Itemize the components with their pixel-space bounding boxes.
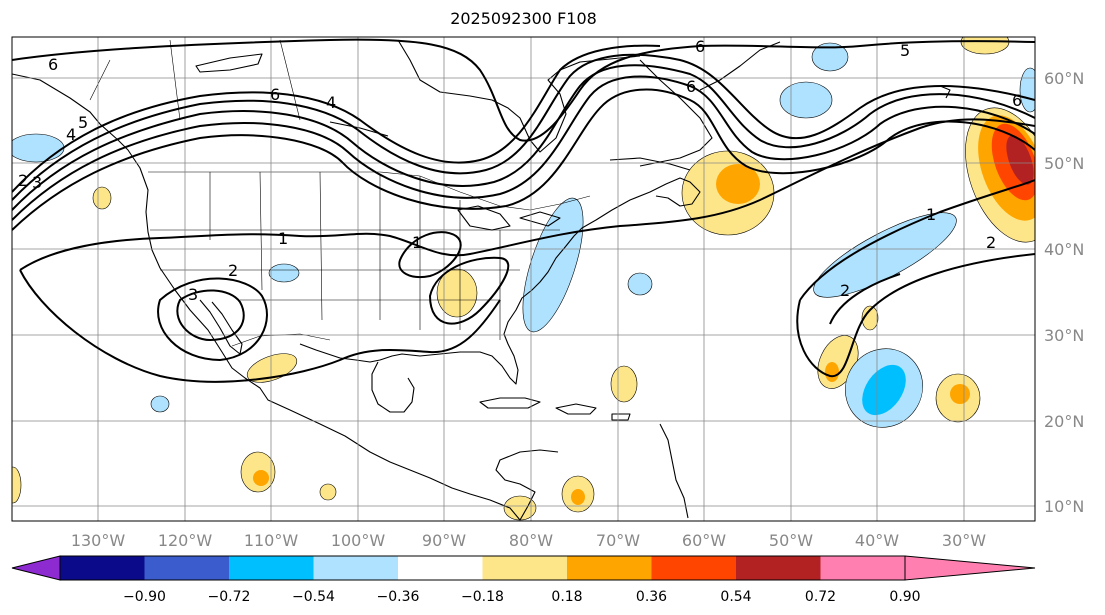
contour-label: 2	[228, 261, 238, 280]
contour-label: 3	[32, 173, 42, 192]
shade-patch-pos	[610, 365, 638, 403]
shade-patch-neg	[811, 42, 849, 72]
colorbar-tick-label: 0.90	[889, 589, 920, 605]
shade-patch-pos	[12, 466, 22, 504]
contour-label: 2	[986, 233, 996, 252]
colorbar-min-arrow	[11, 555, 61, 581]
shade-patch-pos	[436, 268, 478, 318]
shade-patch-neg	[813, 212, 957, 298]
contour-label: 6	[695, 37, 705, 56]
colorbar-tick-label: −0.90	[123, 589, 166, 605]
lat-label: 60°N	[1044, 69, 1084, 88]
lon-label: 60°W	[682, 531, 726, 550]
lon-label: 50°W	[769, 531, 813, 550]
colorbar-segment	[229, 556, 314, 580]
shade-patch-pos	[92, 186, 112, 210]
colorbar-segment	[651, 556, 736, 580]
lon-label: 80°W	[509, 531, 553, 550]
lon-label: 90°W	[422, 531, 466, 550]
shade-patch-pos	[571, 489, 585, 505]
shade-patch-neg	[627, 272, 653, 296]
colorbar-tick-label: 0.18	[551, 589, 582, 605]
shade-patch-neg	[12, 133, 65, 163]
shade-patch-pos	[1006, 135, 1034, 185]
colorbar-segment	[736, 556, 821, 580]
shade-patch-pos	[319, 483, 337, 501]
contour-label: 6	[1012, 91, 1022, 110]
lat-label: 40°N	[1044, 240, 1084, 259]
contour-label: 5	[78, 113, 88, 132]
colorbar-tick-label: 0.72	[805, 589, 836, 605]
shade-patch-neg	[150, 395, 170, 413]
colorbar-tick-label: −0.72	[208, 589, 251, 605]
colorbar-segment	[398, 556, 483, 580]
contour-label: 4	[326, 93, 336, 112]
colorbar-segment	[60, 556, 145, 580]
colorbar-segment	[567, 556, 652, 580]
lon-label: 120°W	[158, 531, 213, 550]
lat-label: 30°N	[1044, 326, 1084, 345]
shade-patch-neg	[268, 263, 300, 283]
lat-label: 10°N	[1044, 497, 1084, 516]
contour-label: 6	[48, 55, 58, 74]
lon-label: 40°W	[855, 531, 899, 550]
shade-patch-neg	[862, 364, 906, 416]
shade-patch-pos	[253, 470, 269, 486]
contour-label-group: 6 6 6 6 5 6 1 2 2 3 1 1 2 2 3 4 5 4	[18, 37, 1022, 304]
colorbar-frame	[59, 555, 906, 581]
shade-patch-pos	[861, 305, 879, 331]
contour-lines	[12, 38, 1035, 383]
shade-patch-neg	[1019, 67, 1035, 113]
shade-patch-pos	[716, 164, 760, 204]
lon-label: 110°W	[244, 531, 299, 550]
contour-label: 6	[270, 85, 280, 104]
lon-label: 30°W	[942, 531, 986, 550]
colorbar-segment	[313, 556, 398, 580]
contour-label: 4	[66, 125, 76, 144]
gridlines	[12, 37, 1035, 521]
longitude-labels: 130°W 120°W 110°W 100°W 90°W 80°W 70°W 6…	[71, 531, 986, 550]
lon-label: 100°W	[331, 531, 386, 550]
shade-patch-pos	[950, 384, 970, 404]
shade-patch-neg	[779, 81, 833, 119]
lon-label: 130°W	[71, 531, 126, 550]
colorbar-segment	[144, 556, 229, 580]
colorbar-max-arrow	[904, 555, 1036, 581]
colorbar-tick-label: 0.36	[636, 589, 667, 605]
lat-label: 20°N	[1044, 412, 1084, 431]
contour-label: 2	[18, 171, 28, 190]
coastlines	[12, 39, 951, 521]
contour-label: 5	[900, 41, 910, 60]
lat-label: 50°N	[1044, 154, 1084, 173]
contour-label: 1	[412, 233, 422, 252]
latitude-labels: 60°N 50°N 40°N 30°N 20°N 10°N	[1044, 69, 1084, 516]
contour-label: 1	[926, 205, 936, 224]
colorbar-tick-label: −0.54	[292, 589, 335, 605]
contour-label: 3	[188, 285, 198, 304]
lon-label: 70°W	[596, 531, 640, 550]
colorbar: −0.90 −0.72 −0.54 −0.36 −0.18 0.18 0.36 …	[11, 555, 1036, 605]
colorbar-segment	[820, 556, 905, 580]
contour-label: 2	[840, 281, 850, 300]
colorbar-tick-label: −0.18	[461, 589, 504, 605]
shade-patch-pos	[825, 362, 839, 382]
chart-title: 2025092300 F108	[450, 9, 597, 28]
contour-label: 1	[278, 229, 288, 248]
colorbar-tick-label: 0.54	[720, 589, 751, 605]
colorbar-segment	[482, 556, 567, 580]
colorbar-tick-label: −0.36	[377, 589, 420, 605]
contour-label: 6	[686, 77, 696, 96]
map-frame	[11, 36, 1036, 522]
